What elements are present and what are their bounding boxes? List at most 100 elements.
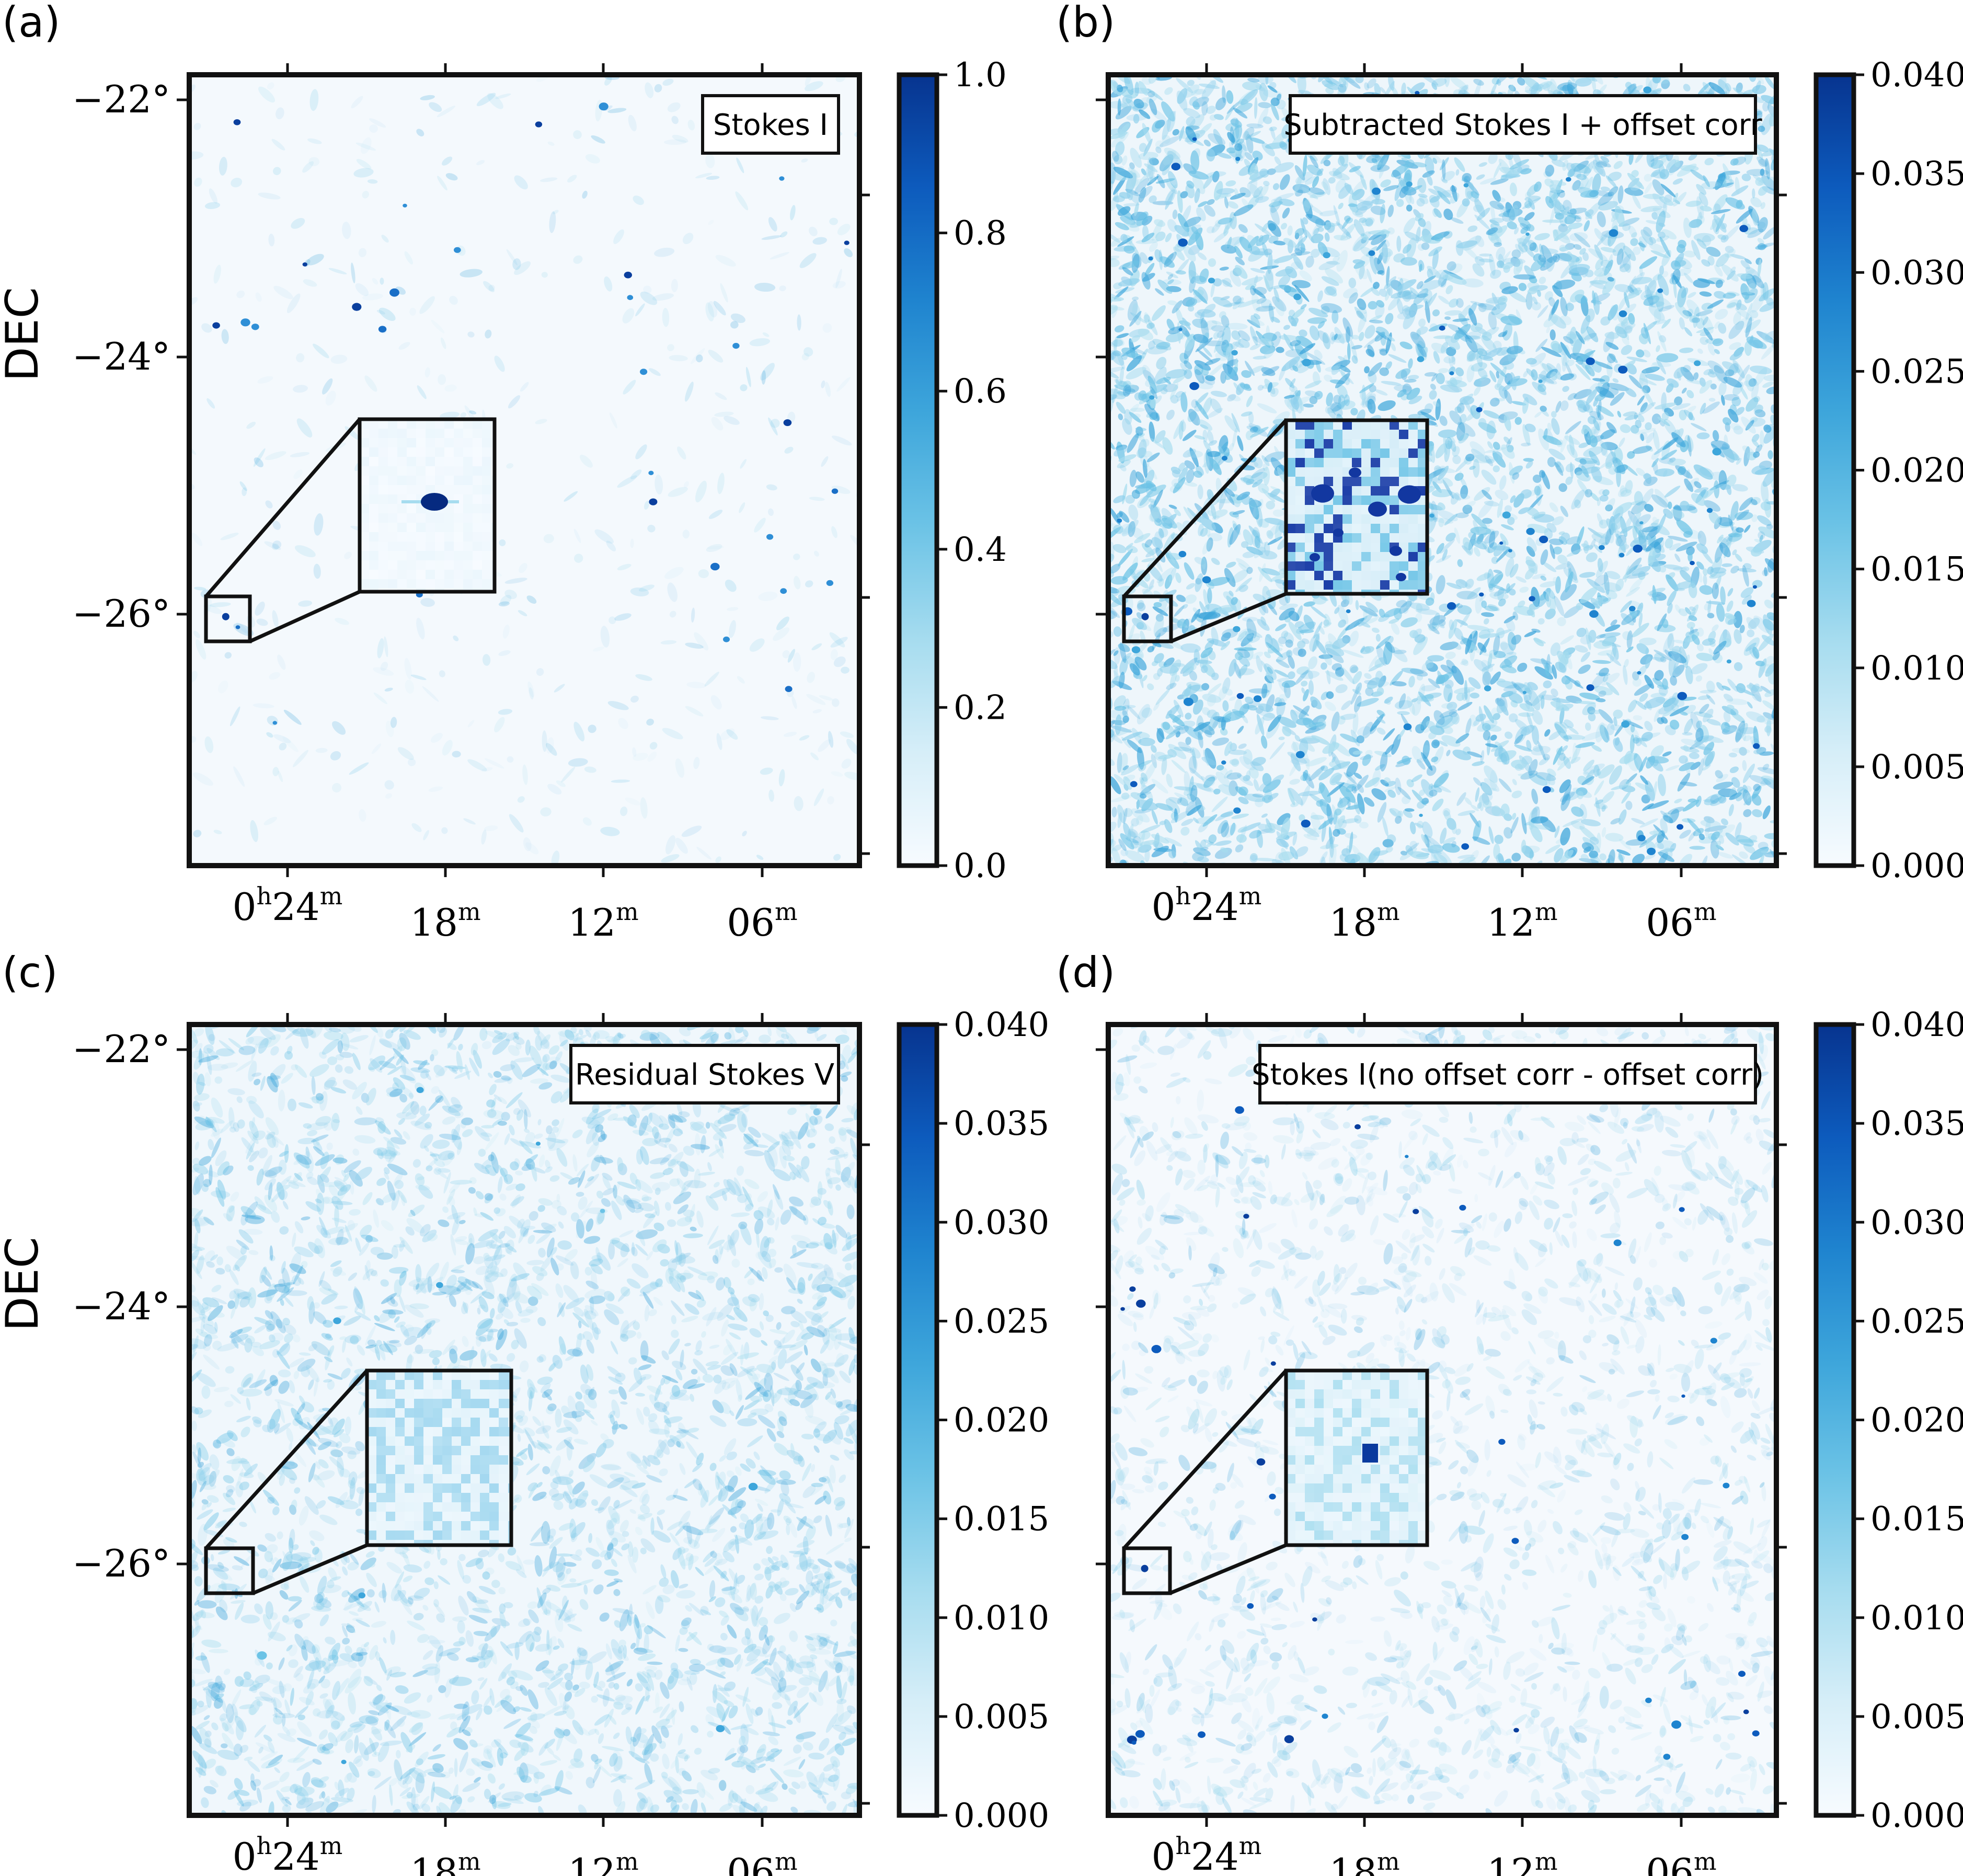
source-dot [766,534,774,540]
source-dot [1694,360,1701,366]
source-dot [1726,659,1731,664]
colorbar-tick-label: 0.015 [1870,550,1963,589]
source-dot [1463,183,1469,188]
ra-tick-label: 0h24m [233,882,343,929]
ra-tick-label: 06m [1646,1847,1716,1876]
source-dot [1671,1720,1682,1729]
source-dot [240,318,250,327]
source-dot [535,1142,541,1146]
ra-tick-label: 12m [1487,1847,1557,1876]
colorbar-tick-label: 0.6 [954,372,1007,411]
ra-tick-label: 0h24m [1152,1832,1262,1876]
panel-label: (a) [2,0,60,47]
source-dot [780,588,787,594]
source-dot [1461,843,1470,850]
source-dot [1130,781,1138,787]
source-dot [1613,1239,1622,1247]
source-dot [648,470,654,475]
source-dot [732,343,740,349]
source-dot [1202,576,1211,583]
colorbar-tick-label: 0.000 [954,1797,1049,1835]
source-dot [1403,723,1412,730]
source-dot [1178,328,1183,331]
source-dot [1129,1286,1136,1292]
zoom-region-box [204,594,252,643]
source-dot [1222,456,1227,461]
source-dot [1677,824,1684,830]
source-dot [454,247,461,253]
source-dot [1522,690,1526,694]
source-dot [212,322,220,329]
source-dot [1645,1697,1652,1704]
source-dot [1739,225,1748,233]
source-dot [1447,602,1456,610]
axes-frame [1106,1022,1779,1818]
source-dot [1208,278,1215,284]
colorbar-tick-label: 0.035 [1870,155,1963,193]
source-dot [624,271,633,279]
source-dot [1657,288,1663,293]
panel-a: (a) Stokes I −22° −24° −26° 0h24m 18m 12m 06m DEC… [0,0,1007,945]
source-dot [1117,518,1122,523]
ra-tick-label: 06m [727,897,797,945]
source-dot [1511,1538,1519,1544]
source-dot [1439,325,1445,331]
colorbar-tick-label: 0.030 [1870,254,1963,292]
source-dot [1599,545,1605,550]
source-dot [1198,1731,1206,1738]
source-dot [640,369,648,375]
source-dot [1284,1735,1294,1743]
zoom-region-box [1122,1546,1172,1595]
source-dot [1149,395,1155,400]
colorbar-tick-label: 0.025 [1870,1302,1963,1341]
source-dot [1233,807,1241,814]
source-dot [1253,695,1262,703]
source-dot [1618,553,1625,558]
source-dot [358,1592,365,1598]
colorbar-gradient [899,75,937,866]
colorbar-tick-label: 0.010 [954,1599,1049,1638]
colorbar-tick-label: 0.005 [1870,1698,1963,1736]
source-dot [1135,1730,1145,1738]
source-dot [1499,542,1503,545]
colorbar-tick-label: 0.035 [954,1104,1049,1143]
zoom-connector [204,418,361,598]
source-dot [222,613,229,620]
source-dot [1183,697,1193,706]
zoom-inset [1284,418,1429,596]
zoom-region-box [1122,594,1173,643]
ra-tick-label: 18m [410,897,480,945]
source-dot [1679,1207,1685,1212]
source-dot [1538,379,1543,383]
source-dot [649,498,658,505]
source-dot [233,119,241,125]
source-dot [389,288,399,297]
source-dot [272,721,278,725]
legend-box [569,1044,840,1104]
colorbar-tick-label: 0.040 [954,1006,1049,1044]
source-dot [1189,382,1199,390]
colorbar-tick-label: 0.040 [1870,1006,1963,1044]
colorbar: 0.000 0.005 0.010 0.015 0.020 0.025 0.030 0.035… [1813,1006,1963,1835]
source-dot [1690,561,1695,566]
colorbar-tick-label: 0.010 [1870,649,1963,688]
colorbar-gradient [899,1025,937,1815]
zoom-connector [1122,419,1288,598]
source-dot [1723,1482,1730,1489]
source-dot [352,303,362,311]
sky-image [189,1025,859,1815]
ra-tick-label: 06m [727,1847,797,1876]
source-dot [235,625,240,629]
zoom-connector [1122,1369,1288,1550]
source-dot [1621,720,1630,728]
source-dot [1663,1754,1671,1760]
source-dot [1459,1205,1466,1211]
source-dot [1270,1361,1276,1366]
source-dot [1419,813,1423,817]
source-dot [1417,356,1425,362]
source-dot [826,580,834,586]
source-dot [785,686,793,692]
zoom-inset [1284,1368,1429,1547]
panel-label: (b) [1056,0,1115,47]
source-dot [378,326,387,333]
